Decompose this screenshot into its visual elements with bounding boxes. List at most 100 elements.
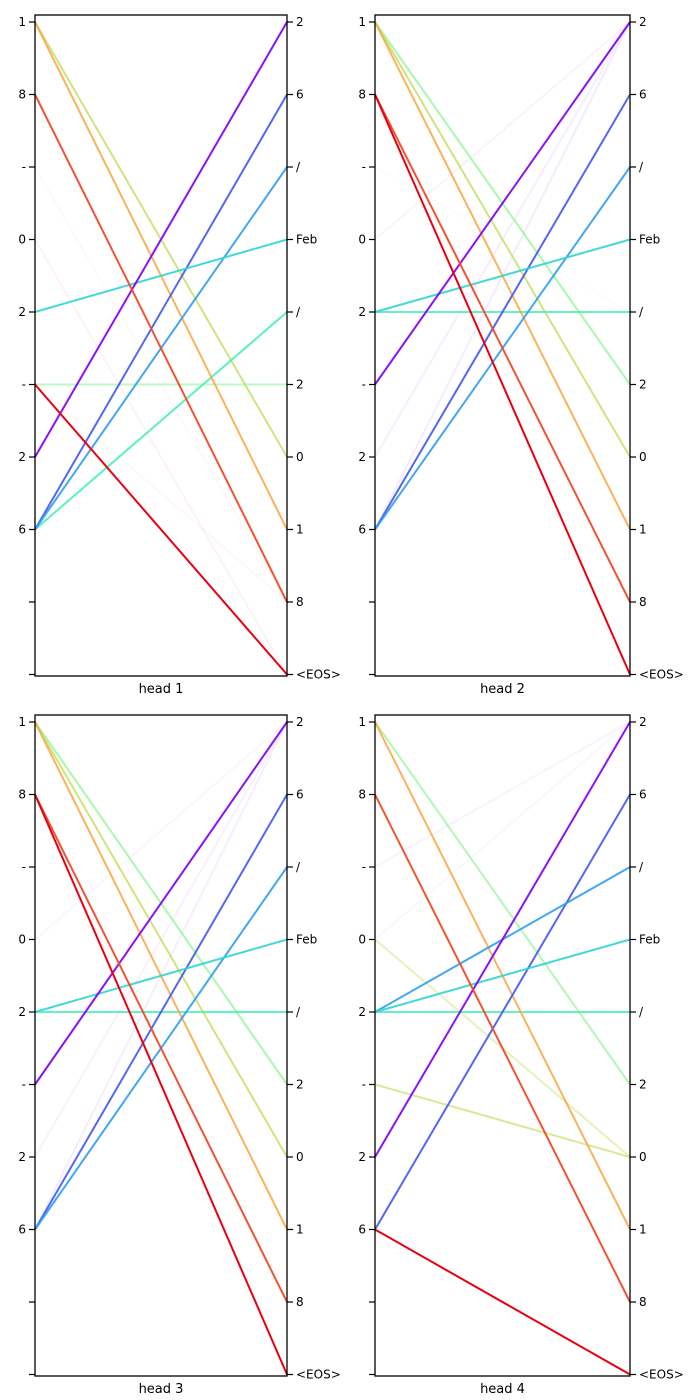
right-token-label: 1 xyxy=(639,523,647,537)
left-token-label: 8 xyxy=(18,88,26,102)
head-3-title: head 3 xyxy=(138,1382,184,1397)
right-token-label: / xyxy=(296,860,301,874)
attention-edge xyxy=(374,93,631,531)
left-token-label: 6 xyxy=(18,1223,26,1237)
head-1-title: head 1 xyxy=(138,682,184,697)
right-token-label: <EOS> xyxy=(296,1368,341,1382)
left-token-label: 2 xyxy=(18,1005,26,1019)
attention-edge xyxy=(34,938,288,1013)
left-token-label: 1 xyxy=(358,715,366,729)
left-token-label: 2 xyxy=(358,305,366,319)
left-token-label: 2 xyxy=(358,1005,366,1019)
right-token-label: / xyxy=(296,1005,301,1019)
left-token-label: 8 xyxy=(358,788,366,802)
attention-edge xyxy=(34,238,288,313)
attention-edge xyxy=(374,21,631,241)
right-token-label: Feb xyxy=(296,233,317,247)
right-token-label: / xyxy=(639,305,644,319)
right-token-label: 6 xyxy=(296,788,304,802)
attention-edge xyxy=(34,238,288,676)
left-token-label: 1 xyxy=(358,15,366,29)
left-token-label: 6 xyxy=(358,1223,366,1237)
right-token-label: 1 xyxy=(296,523,304,537)
right-token-label: 1 xyxy=(639,1223,647,1237)
left-token-label: 8 xyxy=(358,88,366,102)
left-token-label: 6 xyxy=(358,523,366,537)
right-token-label: 2 xyxy=(296,715,304,729)
attention-edge xyxy=(34,21,288,458)
right-token-label: 2 xyxy=(639,378,647,392)
right-token-label: 2 xyxy=(639,1078,647,1092)
right-token-label: / xyxy=(639,1005,644,1019)
left-token-label: 6 xyxy=(18,523,26,537)
attention-edge xyxy=(34,311,288,531)
right-token-label: 6 xyxy=(639,788,647,802)
right-token-label: 8 xyxy=(296,595,304,609)
attention-edge xyxy=(34,794,288,1303)
right-token-label: Feb xyxy=(639,233,660,247)
attention-edge xyxy=(374,721,631,1158)
attention-edge xyxy=(374,938,631,1013)
attention-edge xyxy=(34,721,288,1086)
right-token-label: <EOS> xyxy=(639,1368,684,1382)
attention-edge xyxy=(34,383,288,603)
left-token-label: - xyxy=(362,1078,366,1092)
attention-edge xyxy=(374,721,631,868)
attention-edge xyxy=(374,1083,631,1158)
attention-edge xyxy=(374,793,631,1231)
right-token-label: <EOS> xyxy=(296,668,341,682)
right-token-label: 8 xyxy=(639,595,647,609)
attention-edge xyxy=(374,238,631,313)
left-token-label: 1 xyxy=(18,715,26,729)
attention-edge xyxy=(374,94,631,675)
attention-edge xyxy=(34,721,288,1158)
axis-box xyxy=(34,14,288,677)
head-2-plot: 1 2 8 6 - / 0 Feb 2 / - 2 2 0 6 1 8 <EOS> xyxy=(358,14,684,682)
attention-edge xyxy=(374,21,631,386)
attention-edge xyxy=(374,21,631,458)
right-token-label: Feb xyxy=(639,933,660,947)
left-token-label: - xyxy=(362,860,366,874)
attention-edge xyxy=(34,793,288,1231)
left-token-label: 2 xyxy=(358,450,366,464)
left-token-label: - xyxy=(22,378,26,392)
attention-edge xyxy=(374,1228,631,1376)
right-token-label: 0 xyxy=(639,1150,647,1164)
right-token-label: 2 xyxy=(296,15,304,29)
right-token-label: 2 xyxy=(639,715,647,729)
right-token-label: 8 xyxy=(296,1295,304,1309)
attention-edge xyxy=(374,794,631,1303)
right-token-label: Feb xyxy=(296,933,317,947)
left-token-label: 0 xyxy=(358,233,366,247)
axis-box xyxy=(374,14,631,677)
left-token-label: 2 xyxy=(18,450,26,464)
right-token-label: / xyxy=(296,305,301,319)
right-token-label: <EOS> xyxy=(639,668,684,682)
attention-edge xyxy=(374,721,631,941)
attention-edge xyxy=(34,383,288,676)
right-token-label: 0 xyxy=(296,450,304,464)
left-token-label: - xyxy=(362,378,366,392)
head-4-title: head 4 xyxy=(480,1382,525,1397)
right-token-label: / xyxy=(639,860,644,874)
right-token-label: 2 xyxy=(296,1078,304,1092)
right-token-label: 0 xyxy=(296,1150,304,1164)
right-token-label: 2 xyxy=(296,378,304,392)
attention-edge xyxy=(374,721,631,1086)
right-token-label: / xyxy=(639,160,644,174)
left-token-label: - xyxy=(22,1078,26,1092)
left-token-label: - xyxy=(22,160,26,174)
head-2-title: head 2 xyxy=(480,682,525,697)
head-1-plot: 1 2 8 6 - / 0 Feb 2 / - 2 2 0 6 1 8 <EOS> xyxy=(18,14,341,682)
head-4-plot: 1 2 8 6 - / 0 Feb 2 / - 2 2 0 6 1 8 <EOS> xyxy=(358,714,684,1382)
left-token-label: 0 xyxy=(18,233,26,247)
right-token-label: 1 xyxy=(296,1223,304,1237)
right-token-label: 2 xyxy=(639,15,647,29)
left-token-label: 0 xyxy=(18,933,26,947)
attention-edge xyxy=(34,794,288,1375)
right-token-label: 8 xyxy=(639,1295,647,1309)
axis-box xyxy=(34,714,288,1377)
left-token-label: 2 xyxy=(18,305,26,319)
